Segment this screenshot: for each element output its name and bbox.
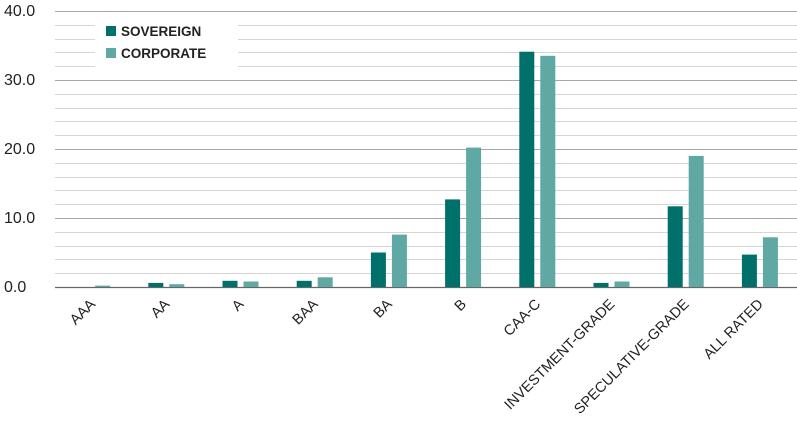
x-tick-label: ALL RATED: [701, 297, 767, 363]
bar-corporate-ba: [391, 234, 407, 287]
y-axis-ticks: 0.0 10.0 20.0 30.0 40.0: [4, 3, 35, 296]
x-tick-label: BA: [371, 296, 396, 321]
bar-corporate-baa: [317, 277, 333, 287]
legend: SOVEREIGN CORPORATE: [95, 14, 238, 70]
bar-corporate-all-rated: [762, 237, 778, 287]
x-tick-label: B: [452, 297, 470, 315]
x-tick-label: BAA: [290, 296, 322, 328]
bar-corporate-speculative-grade: [688, 155, 704, 287]
x-tick-label: A: [229, 296, 247, 314]
gridlines: [55, 11, 797, 289]
bar-corporate-aaa: [95, 285, 111, 287]
bar-corporate-investment-grade: [614, 281, 630, 287]
x-axis-labels: AAA AA A BAA BA B CAA-CINVESTMENT-GRADESPECULA…: [67, 296, 767, 417]
bar-sovereign-investment-grade: [593, 282, 609, 287]
bars: [95, 51, 778, 288]
x-tick-label: AAA: [67, 296, 99, 328]
bar-sovereign-b: [445, 199, 461, 287]
y-tick-label: 40.0: [4, 3, 35, 20]
legend-swatch-corporate: [106, 48, 116, 58]
bar-sovereign-aa: [148, 282, 164, 287]
y-tick-label: 10.0: [4, 210, 35, 227]
y-tick-label: 0.0: [4, 279, 26, 296]
legend-swatch-sovereign: [106, 26, 116, 36]
bar-sovereign-baa: [296, 280, 312, 287]
bar-corporate-caa-c: [540, 55, 556, 287]
bar-sovereign-speculative-grade: [667, 206, 683, 287]
bar-corporate-b: [466, 147, 482, 287]
y-tick-label: 30.0: [4, 72, 35, 89]
x-tick-label: CAA-C: [501, 297, 544, 340]
bar-sovereign-a: [222, 280, 238, 287]
legend-label-sovereign: SOVEREIGN: [121, 24, 201, 39]
bar-corporate-a: [243, 281, 259, 287]
legend-background: [95, 14, 238, 70]
bar-corporate-aa: [169, 284, 185, 287]
bar-sovereign-caa-c: [519, 51, 535, 288]
x-tick-label: AA: [148, 296, 173, 321]
y-tick-label: 20.0: [4, 141, 35, 158]
bar-sovereign-all-rated: [741, 254, 757, 287]
bar-sovereign-ba: [370, 252, 386, 287]
legend-label-corporate: CORPORATE: [121, 46, 206, 61]
